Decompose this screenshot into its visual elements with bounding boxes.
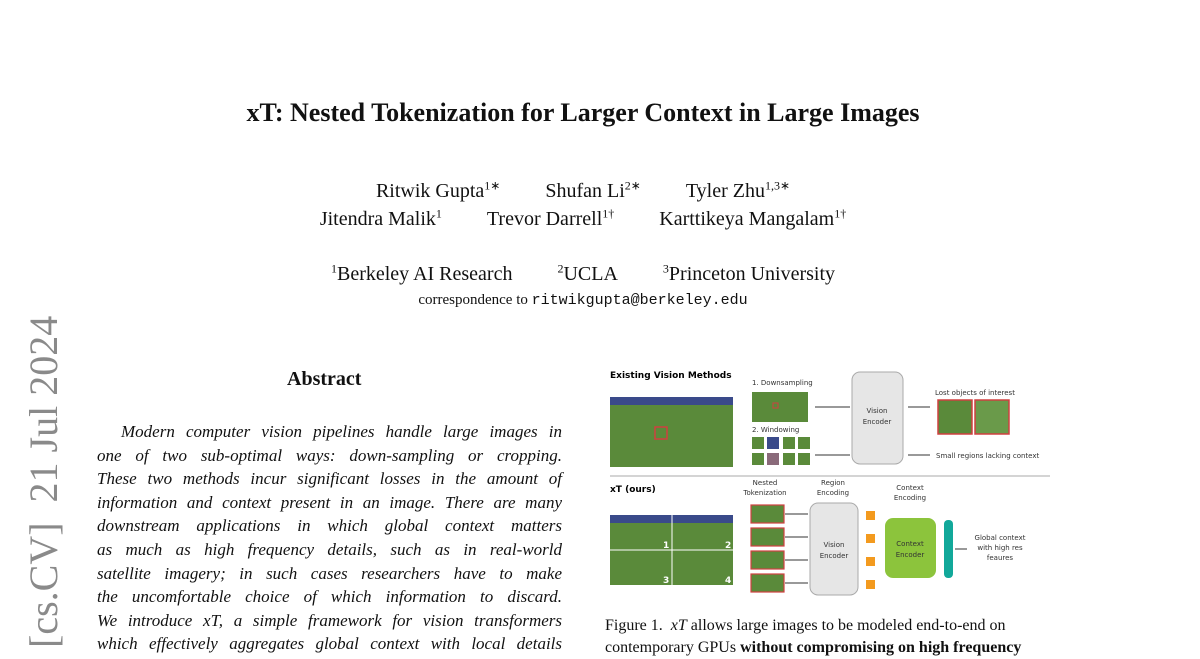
context-encoder-box xyxy=(885,518,936,578)
region-vision-encoder xyxy=(809,502,859,596)
paper-title: xT: Nested Tokenization for Larger Conte… xyxy=(246,98,920,127)
svg-text:Encoding: Encoding xyxy=(894,494,926,502)
svg-text:3: 3 xyxy=(663,576,669,586)
existing-heading: Existing Vision Methods xyxy=(610,371,732,381)
svg-text:feaures: feaures xyxy=(987,554,1014,562)
svg-text:1. Downsampling: 1. Downsampling xyxy=(752,379,813,387)
svg-text:2. Windowing: 2. Windowing xyxy=(752,426,799,434)
figure-caption: Figure 1. xT allows large images to be m… xyxy=(605,617,1022,656)
svg-text:Encoder: Encoder xyxy=(863,418,892,426)
svg-text:Vision: Vision xyxy=(867,407,888,415)
window-crops xyxy=(752,437,810,465)
svg-text:Context: Context xyxy=(896,540,924,548)
svg-text:1: 1 xyxy=(663,541,669,551)
svg-text:Tokenization: Tokenization xyxy=(742,489,786,497)
author: Karttikeya Mangalam1† xyxy=(659,206,847,230)
downsampled-image xyxy=(752,392,808,422)
svg-text:Nested: Nested xyxy=(753,479,778,487)
abstract-heading: Abstract xyxy=(287,368,362,390)
region-tokens xyxy=(866,511,875,589)
svg-text:Region: Region xyxy=(821,479,845,487)
field-image xyxy=(610,397,733,467)
svg-text:Encoder: Encoder xyxy=(896,551,925,559)
svg-text:Encoder: Encoder xyxy=(820,552,849,560)
author: Shufan Li2∗ xyxy=(545,178,641,202)
affiliation: 1Berkeley AI Research xyxy=(330,261,513,285)
authors-row-2: Jitendra Malik1 Trevor Darrell1† Karttik… xyxy=(0,206,1166,231)
svg-text:Encoding: Encoding xyxy=(817,489,849,497)
author: Ritwik Gupta1∗ xyxy=(375,178,501,202)
output-features xyxy=(944,520,953,578)
vision-encoder-box xyxy=(851,371,904,465)
svg-text:with high res: with high res xyxy=(977,544,1023,552)
abstract-body: Modern computer vision pipelines handle … xyxy=(97,422,562,654)
svg-text:Context: Context xyxy=(896,484,924,492)
svg-text:Global context: Global context xyxy=(975,534,1026,542)
svg-text:xT (ours): xT (ours) xyxy=(610,485,656,495)
svg-text:Vision: Vision xyxy=(824,541,845,549)
nested-tokens xyxy=(750,504,785,593)
affiliation: 2UCLA xyxy=(557,261,618,285)
svg-text:2: 2 xyxy=(725,541,731,551)
email-link[interactable]: ritwikgupta@berkeley.edu xyxy=(531,292,748,309)
author: Tyler Zhu1,3∗ xyxy=(685,178,791,202)
affiliations: 1Berkeley AI Research 2UCLA 3Princeton U… xyxy=(0,261,1166,286)
authors-row-1: Ritwik Gupta1∗ Shufan Li2∗ Tyler Zhu1,3∗ xyxy=(0,178,1166,203)
figure-1-diagram: Existing Vision Methods 1. Downsampling … xyxy=(610,371,1050,596)
correspondence: correspondence to ritwikgupta@berkeley.e… xyxy=(418,292,748,309)
affiliation: 3Princeton University xyxy=(662,261,836,285)
svg-text:Small regions lacking context: Small regions lacking context xyxy=(936,452,1040,460)
author: Jitendra Malik1 xyxy=(319,206,442,230)
author: Trevor Darrell1† xyxy=(486,206,615,230)
arxiv-stamp: [cs.CV] 21 Jul 2024 xyxy=(21,315,66,648)
svg-text:Lost objects of interest: Lost objects of interest xyxy=(935,389,1015,397)
svg-text:4: 4 xyxy=(725,576,731,586)
